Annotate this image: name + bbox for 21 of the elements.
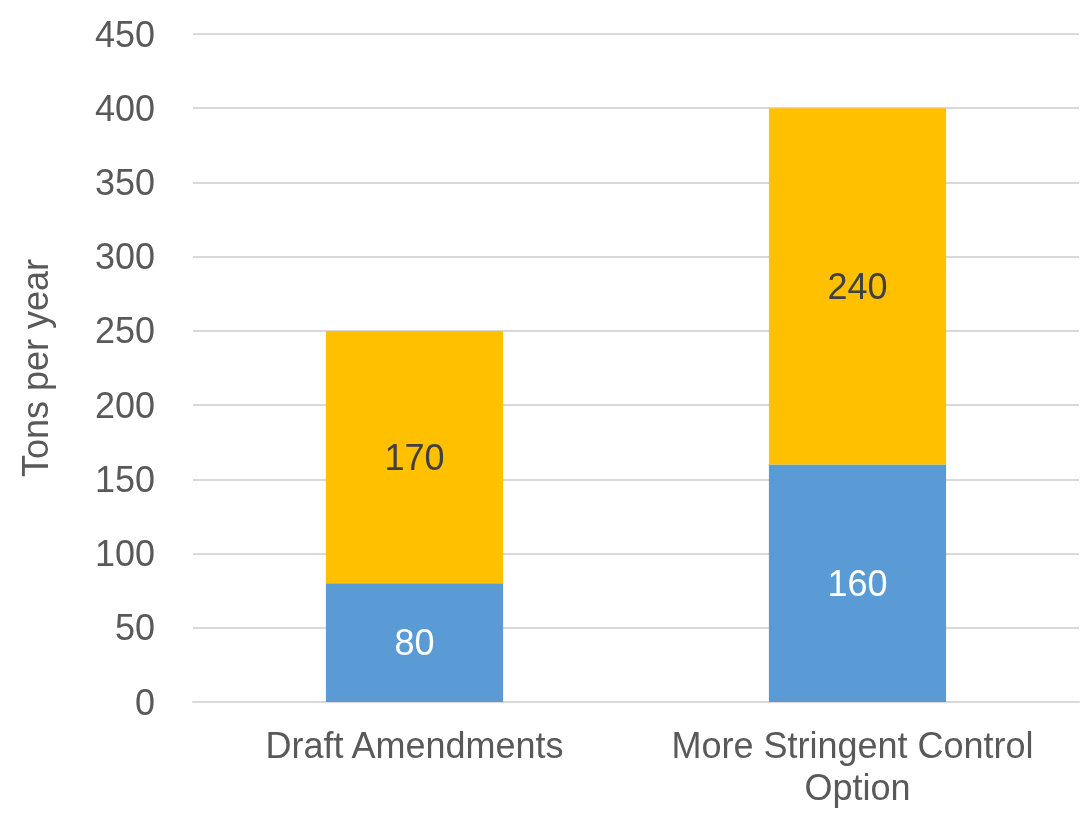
y-tick-label: 400 (94, 87, 155, 129)
y-tick-label: 50 (114, 607, 155, 649)
bar (325, 330, 504, 584)
data-label: 160 (827, 562, 888, 604)
data-label: 80 (394, 622, 435, 664)
bar (325, 583, 504, 702)
y-tick-label: 250 (94, 310, 155, 352)
y-tick-label: 200 (94, 384, 155, 426)
x-tick-label: More Stringent Control Option (671, 724, 1044, 808)
bar (768, 464, 947, 702)
x-tick-label: Draft Amendments (265, 724, 564, 766)
bar (768, 108, 947, 465)
y-tick-label: 300 (94, 236, 155, 278)
y-tick-label: 150 (94, 458, 155, 500)
y-tick-label: 450 (94, 13, 155, 55)
data-label: 240 (827, 265, 888, 307)
y-axis-title: Tons per year (14, 258, 56, 478)
y-tick-label: 0 (134, 681, 155, 723)
y-tick-label: 100 (94, 533, 155, 575)
data-label: 170 (384, 436, 445, 478)
y-tick-label: 350 (94, 161, 155, 203)
